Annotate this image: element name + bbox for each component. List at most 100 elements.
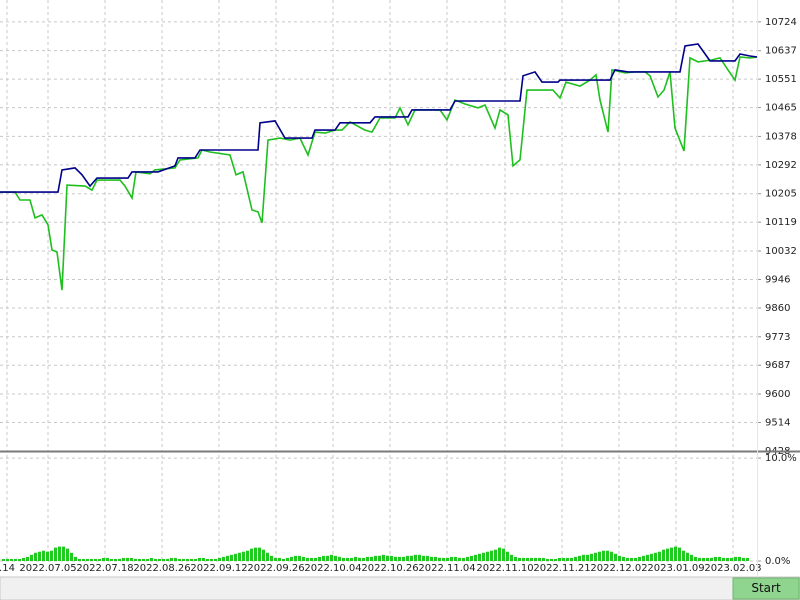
load-bar: [118, 558, 121, 561]
load-bar: [510, 554, 513, 561]
toolbar: [0, 576, 800, 600]
load-bar: [362, 557, 365, 561]
load-bar: [382, 554, 385, 561]
load-bar: [614, 553, 617, 561]
x-tick-label: 2022.07.18: [76, 563, 133, 574]
load-bar: [606, 550, 609, 561]
load-bar: [134, 558, 137, 561]
start-button-label[interactable]: Start: [751, 581, 781, 595]
series-line: [0, 56, 758, 291]
start-button-bg[interactable]: [732, 577, 800, 600]
load-bar: [414, 554, 417, 561]
y-tick-label: 9946: [765, 274, 790, 285]
load-bar: [122, 557, 125, 561]
load-bar: [406, 555, 409, 561]
load-bar: [266, 552, 269, 561]
load-bar: [102, 557, 105, 561]
load-bar: [430, 556, 433, 561]
load-bar: [466, 556, 469, 561]
load-bar: [42, 550, 45, 561]
load-bar: [62, 546, 65, 561]
load-bar: [350, 557, 353, 561]
load-bar: [498, 547, 501, 561]
load-bar: [182, 558, 185, 561]
load-bar: [310, 557, 313, 561]
load-bar: [670, 547, 673, 561]
load-bar: [254, 547, 257, 561]
load-bar: [50, 550, 53, 561]
load-bar: [542, 557, 545, 561]
load-bar: [202, 557, 205, 561]
load-bar: [742, 557, 745, 561]
load-bar: [686, 552, 689, 561]
load-bar: [438, 557, 441, 561]
load-bar: [662, 549, 665, 561]
load-bar: [58, 546, 61, 561]
load-bar: [282, 558, 285, 561]
y-tick-label: 10724: [765, 17, 797, 28]
load-bar: [150, 557, 153, 561]
x-tick-label: 2022.10.26: [361, 563, 418, 574]
load-bar: [274, 557, 277, 561]
x-tick-label: 2022.11.10: [476, 563, 533, 574]
load-bar: [394, 556, 397, 561]
load-bar: [442, 557, 445, 561]
load-bar: [418, 554, 421, 561]
grid-layer: [0, 0, 761, 562]
load-bar: [346, 557, 349, 561]
load-bar: [218, 557, 221, 561]
load-bar: [654, 552, 657, 561]
load-bar: [642, 555, 645, 561]
load-bar: [526, 557, 529, 561]
load-bar: [502, 548, 505, 561]
load-bar: [446, 557, 449, 561]
load-bar: [550, 558, 553, 561]
load-bar: [530, 557, 533, 561]
load-bar: [474, 554, 477, 561]
x-tick-label: 2022.09.12: [190, 563, 247, 574]
load-bar: [746, 557, 749, 561]
load-bar: [378, 555, 381, 561]
load-bar: [702, 557, 705, 561]
load-bar: [410, 555, 413, 561]
x-tick-label: 2023.01.09: [647, 563, 704, 574]
load-bar: [554, 558, 557, 561]
load-bar: [534, 557, 537, 561]
load-bar: [674, 546, 677, 561]
load-bar: [138, 558, 141, 561]
start-button[interactable]: Start: [732, 577, 800, 600]
load-bar: [562, 557, 565, 561]
x-tick-label: 2023.02.03: [704, 563, 761, 574]
load-bar: [458, 557, 461, 561]
load-bar: [18, 558, 21, 561]
load-bar: [314, 557, 317, 561]
load-bar: [630, 557, 633, 561]
load-bar: [90, 558, 93, 561]
load-bar: [242, 551, 245, 561]
load-bar: [422, 555, 425, 561]
load-bar: [682, 550, 685, 561]
load-bar: [434, 556, 437, 561]
load-bar: [142, 558, 145, 561]
load-bar: [482, 552, 485, 561]
load-bar: [270, 555, 273, 561]
x-tick-label: 2022.08.26: [133, 563, 190, 574]
load-bar: [54, 547, 57, 561]
load-bar: [82, 558, 85, 561]
load-bar: [186, 558, 189, 561]
load-bar: [98, 558, 101, 561]
load-bar: [234, 553, 237, 561]
load-bar: [334, 555, 337, 561]
load-bar: [626, 557, 629, 561]
load-bar: [722, 557, 725, 561]
load-bar: [602, 550, 605, 561]
load-bar: [390, 555, 393, 561]
load-bar: [558, 557, 561, 561]
load-bar: [622, 556, 625, 561]
load-bar: [30, 554, 33, 561]
load-bar: [618, 555, 621, 561]
load-bar: [26, 556, 29, 561]
load-bar: [358, 557, 361, 561]
